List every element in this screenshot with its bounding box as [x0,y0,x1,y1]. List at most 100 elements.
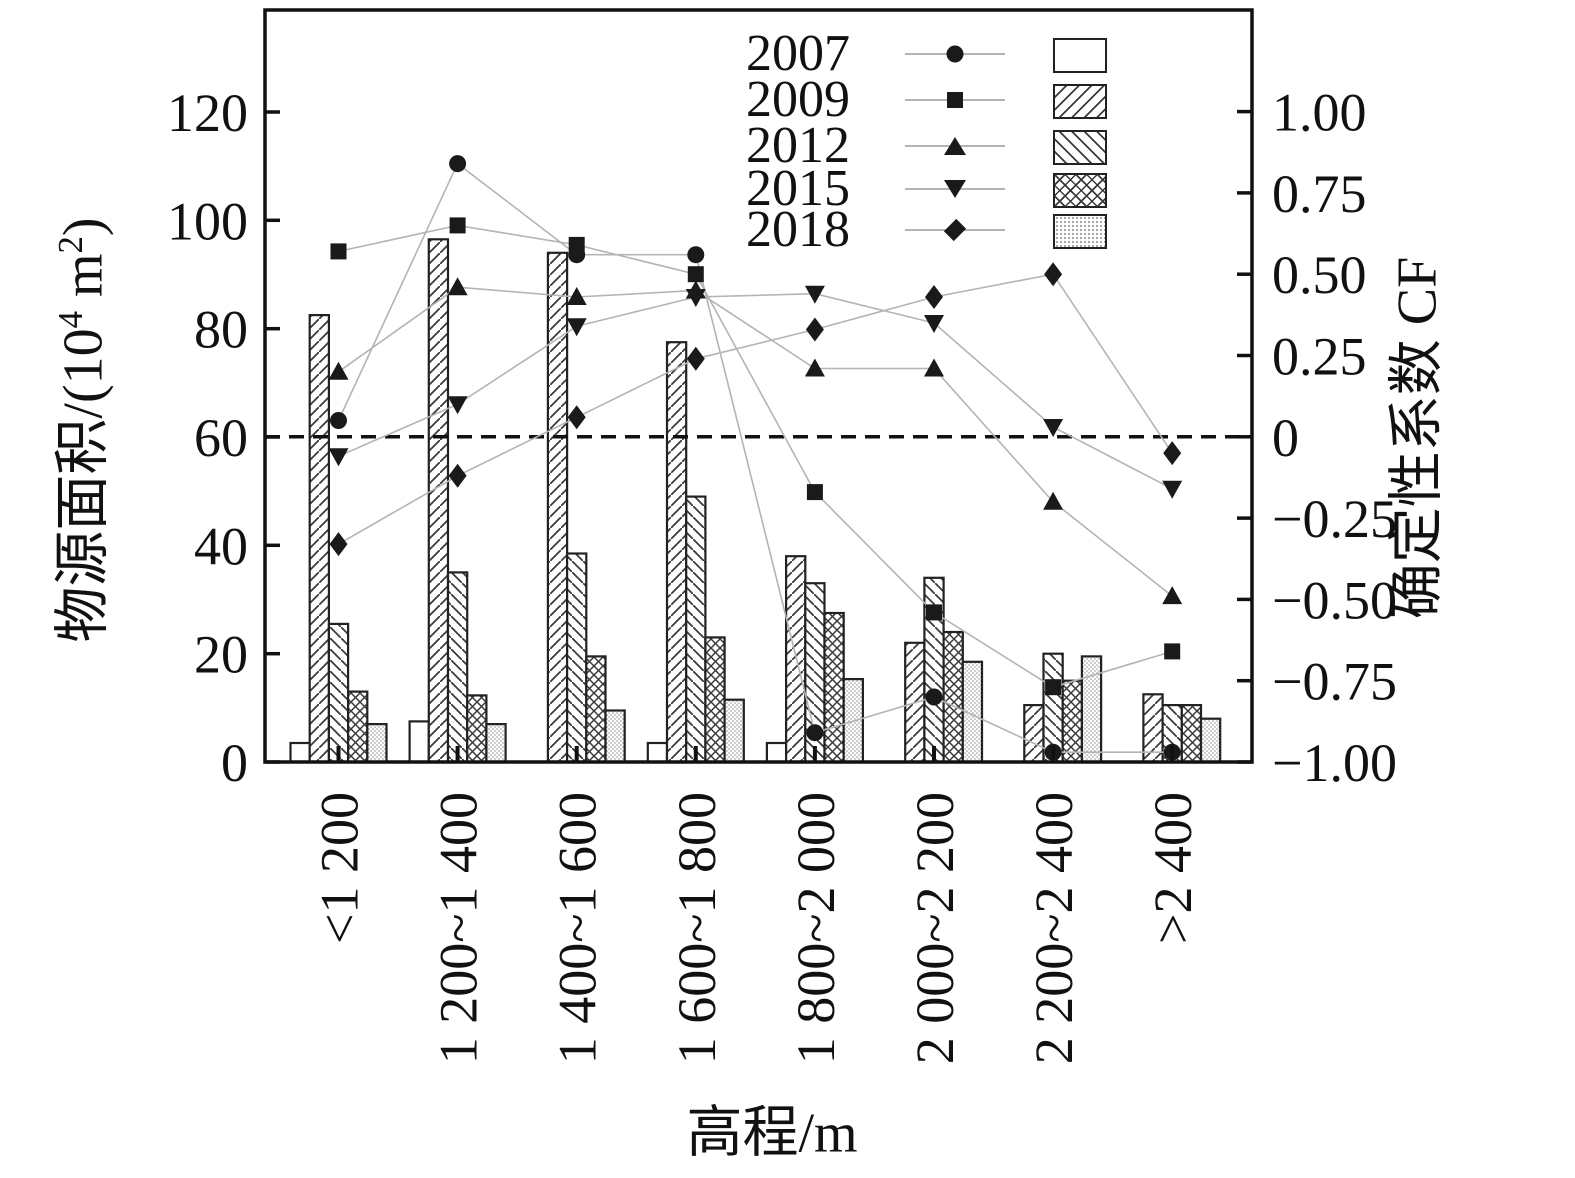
cf-marker-2007-group2 [449,155,467,173]
right-tick-label-0.75: 0.75 [1272,164,1367,224]
right-tick-label-0: 0 [1272,408,1299,468]
cf-line-2012 [338,286,1173,597]
cf-marker-2009-group1 [330,243,347,260]
cf-marker-2007-group6 [925,688,943,706]
right-tick-label-0.50: 0.50 [1272,245,1367,305]
cf-marker-2015-group6 [924,315,944,333]
x-tick-label-group2: 1 200~1 400 [429,792,489,1064]
cf-marker-2018-group1 [329,532,348,557]
bar-2009-group2 [427,238,450,764]
cf-marker-2015-group7 [1043,419,1064,437]
legend-row-2012: 2012 [700,117,1120,174]
cf-marker-2009-group3 [568,236,585,253]
x-tick-label-group8: >2 400 [1143,792,1203,944]
bar-2009-group5 [784,555,807,764]
cf-marker-2007-group4 [687,246,705,264]
right-tick-label-0.25: 0.25 [1272,327,1367,387]
cf-marker-2009-group5 [806,484,823,501]
cf-marker-2012-group7 [1043,491,1064,510]
cf-marker-2012-group5 [804,358,825,377]
legend-swatch-hatch-fwd [1053,84,1107,119]
left-axis-title-unit: m [52,253,115,311]
cf-line-2007 [337,162,1173,754]
cf-marker-2018-group4 [686,346,705,371]
left-tick-label-80: 80 [194,300,248,360]
left-axis-title-sup2: 2 [50,236,90,254]
left-tick-label-20: 20 [194,625,248,685]
right-tick-label-−1.00: −1.00 [1272,733,1397,793]
cf-marker-2012-group6 [924,358,944,377]
cf-marker-2015-group5 [804,285,825,304]
legend-label-2012: 2012 [746,117,850,174]
cf-marker-2007-group1 [330,412,347,429]
cf-marker-2015-group4 [685,289,706,307]
legend-marker-circle-icon [905,31,1005,77]
bar-2007-group1 [289,741,311,764]
right-tick-label-−0.50: −0.50 [1272,570,1397,630]
left-tick-label-0: 0 [221,733,248,793]
cf-marker-2009-group8 [1164,643,1181,660]
legend-row-2018: 2018 [700,201,1120,258]
cf-marker-2009-group7 [1045,679,1062,696]
left-axis-title: 物源面积/(104 m2) [38,217,119,642]
legend-label-2007: 2007 [746,25,850,82]
legend-swatch-crosshatch [1053,173,1107,208]
right-tick-label-−0.25: −0.25 [1272,489,1397,549]
bar-2015-group1 [347,690,369,764]
right-tick-label-−0.75: −0.75 [1272,652,1397,712]
cf-marker-2018-group7 [1044,262,1063,287]
bar-2015-group5 [823,611,845,764]
legend-marker-diamond-icon [905,207,1005,253]
cf-marker-2009-group2 [449,217,466,234]
cf-marker-2012-group1 [328,361,349,380]
cf-marker-2012-group8 [1162,586,1183,605]
cf-marker-2018-group6 [925,285,943,309]
left-tick-label-60: 60 [194,408,248,468]
bar-2009-group1 [308,314,331,764]
cf-marker-2015-group8 [1162,480,1183,499]
bar-2009-group4 [665,341,688,764]
legend-label-2018: 2018 [746,201,850,258]
left-axis-title-text: 物源面积/(10 [52,328,115,643]
cf-marker-2009-group4 [687,266,704,283]
bar-2015-group6 [942,630,964,764]
cf-marker-2018-group3 [567,405,586,430]
legend-row-2015: 2015 [700,160,1120,217]
x-tick-label-group4: 1 600~1 800 [667,792,727,1064]
x-tick-label-group3: 1 400~1 600 [548,792,608,1064]
x-tick-label-group1: <1 200 [310,792,370,944]
cf-line-2009 [338,224,1173,689]
bar-2012-group3 [565,552,588,764]
legend-row-2009: 2009 [700,74,1120,126]
bar-2009-group3 [546,251,569,764]
legend-swatch-plain [1053,38,1107,73]
legend-marker-square-icon [905,77,1005,123]
bar-2012-group4 [685,495,707,764]
cf-marker-2018-group5 [805,317,824,342]
bar-2015-group2 [466,694,488,764]
cf-line-2018 [338,273,1173,545]
bar-2015-group4 [704,636,726,764]
cf-marker-2012-group2 [447,277,468,296]
bar-2018-group2 [485,722,507,764]
left-axis-title-close: ) [52,217,115,237]
bar-2012-group2 [446,571,469,764]
cf-marker-2015-group1 [328,448,349,467]
bar-2015-group7 [1061,679,1083,764]
bar-2018-group8 [1199,717,1222,764]
legend-label-2015: 2015 [746,160,850,217]
cf-marker-2009-group6 [926,604,942,621]
legend-row-2007: 2007 [700,25,1120,82]
left-tick-label-100: 100 [167,191,248,251]
bar-2018-group7 [1080,655,1103,764]
bar-2007-group2 [408,720,430,764]
bar-2018-group4 [723,698,745,764]
bar-2009-group7 [1023,703,1045,764]
right-axis-title: 确定性系数 CF [1386,256,1449,620]
bar-2007-group4 [646,741,669,764]
plot-border [263,8,1254,764]
x-tick-label-group7: 2 200~2 400 [1024,792,1084,1064]
left-tick-label-40: 40 [194,516,248,576]
